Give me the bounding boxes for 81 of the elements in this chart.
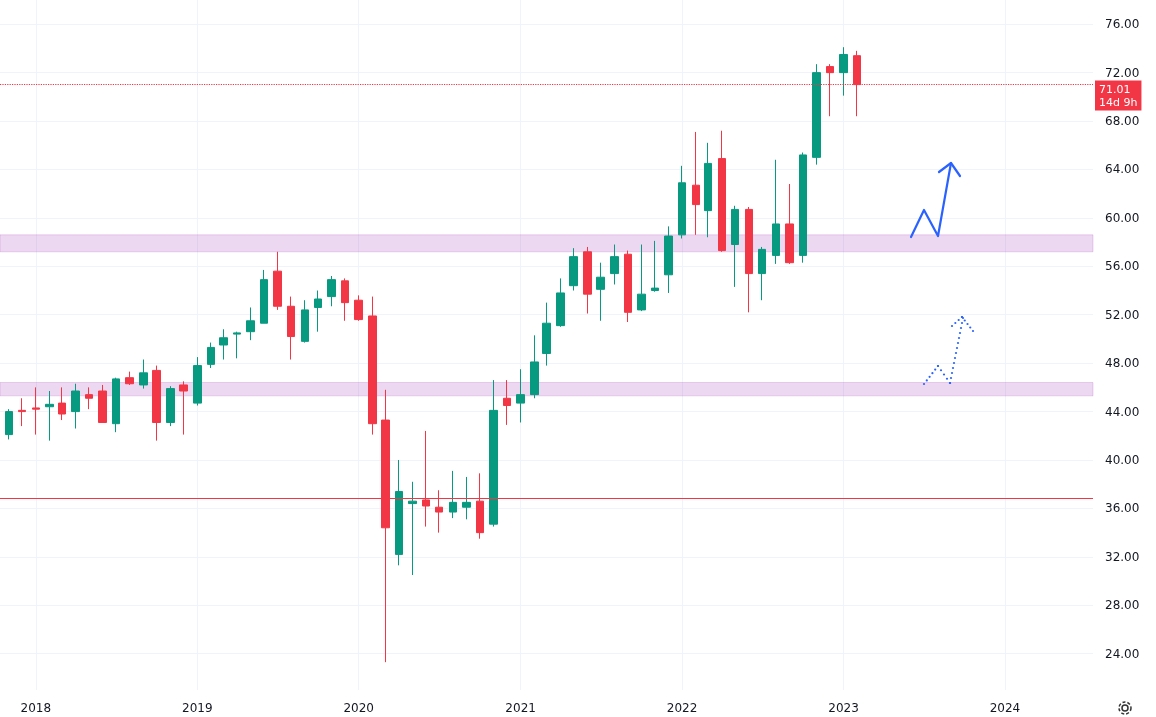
candlestick	[233, 331, 241, 359]
y-tick-label: 48.00	[1105, 356, 1140, 371]
candlestick	[637, 244, 646, 312]
candlestick	[704, 142, 712, 238]
candlestick	[583, 246, 592, 315]
candlestick	[5, 408, 13, 440]
candlestick	[179, 380, 188, 436]
candlestick	[596, 262, 605, 322]
candlestick	[354, 294, 363, 322]
y-tick-label: 44.00	[1105, 404, 1140, 419]
candlestick	[152, 365, 161, 442]
candlestick	[125, 371, 134, 386]
candlestick	[58, 386, 66, 421]
x-tick-label: 2020	[343, 701, 374, 715]
candlestick	[839, 46, 848, 97]
candlestick	[651, 240, 659, 293]
candlestick	[664, 225, 673, 294]
candlestick	[327, 275, 336, 307]
y-tick-label: 52.00	[1105, 307, 1140, 322]
candlestick	[610, 244, 619, 285]
y-tick-label: 24.00	[1105, 646, 1140, 661]
candlestick	[772, 159, 780, 265]
candlestick	[287, 296, 295, 361]
candlestick	[98, 384, 107, 423]
candlestick	[692, 131, 700, 236]
ref-line-label: 71.01	[1099, 82, 1131, 96]
candlestick	[678, 165, 686, 239]
candlestick	[273, 251, 282, 311]
x-tick-label: 2024	[989, 701, 1021, 715]
candlestick	[32, 386, 40, 436]
y-tick-label: 28.00	[1105, 598, 1140, 613]
y-tick-label: 60.00	[1105, 210, 1140, 225]
candlestick	[785, 183, 794, 265]
candlestick	[260, 269, 268, 324]
candlestick	[516, 368, 525, 423]
candlestick	[139, 359, 148, 390]
candlestick	[71, 383, 80, 430]
candlestick	[758, 246, 766, 301]
candlestick	[193, 356, 202, 407]
x-tick-label: 2022	[666, 701, 698, 715]
x-tick-label: 2019	[182, 701, 213, 715]
candlestick	[449, 470, 457, 519]
candlestick	[489, 379, 498, 528]
candlestick	[624, 250, 632, 323]
candlestick	[812, 63, 821, 166]
y-tick-label: 56.00	[1105, 259, 1140, 274]
candlestick	[556, 277, 565, 328]
candlestick	[85, 386, 93, 410]
candlestick	[18, 397, 26, 427]
candlestick	[395, 459, 403, 566]
x-tick-label: 2021	[505, 701, 536, 715]
y-tick-label: 72.00	[1105, 65, 1140, 80]
text: 14d 9h	[1099, 95, 1138, 109]
candlestick	[408, 481, 417, 576]
candlestick	[219, 328, 228, 361]
candlestick	[799, 152, 807, 264]
y-tick-label: 32.00	[1105, 549, 1140, 564]
candlestick	[341, 277, 349, 322]
candlestick	[301, 299, 309, 344]
candlestick	[731, 205, 739, 288]
candlestick	[718, 130, 726, 253]
candlestick	[314, 290, 322, 333]
candlestick	[45, 390, 54, 442]
y-tick-label: 68.00	[1105, 114, 1140, 129]
y-tick-label: 36.00	[1105, 501, 1140, 516]
y-tick-label: 76.00	[1105, 17, 1140, 32]
x-tick-label: 2023	[828, 701, 859, 715]
y-tick-label: 40.00	[1105, 453, 1140, 467]
candlestick	[112, 377, 120, 433]
candlestick	[207, 342, 215, 369]
candlestick	[503, 379, 511, 426]
candlestick	[166, 385, 175, 427]
x-tick-label: 2018	[20, 701, 52, 715]
candlestick	[530, 334, 539, 399]
candlestick	[462, 476, 471, 520]
candlestick	[745, 206, 753, 313]
y-tick-label: 64.00	[1105, 162, 1140, 177]
candlestick	[368, 296, 377, 436]
candlestick	[246, 306, 255, 341]
candlestick	[542, 302, 551, 367]
candlestick	[569, 247, 578, 292]
